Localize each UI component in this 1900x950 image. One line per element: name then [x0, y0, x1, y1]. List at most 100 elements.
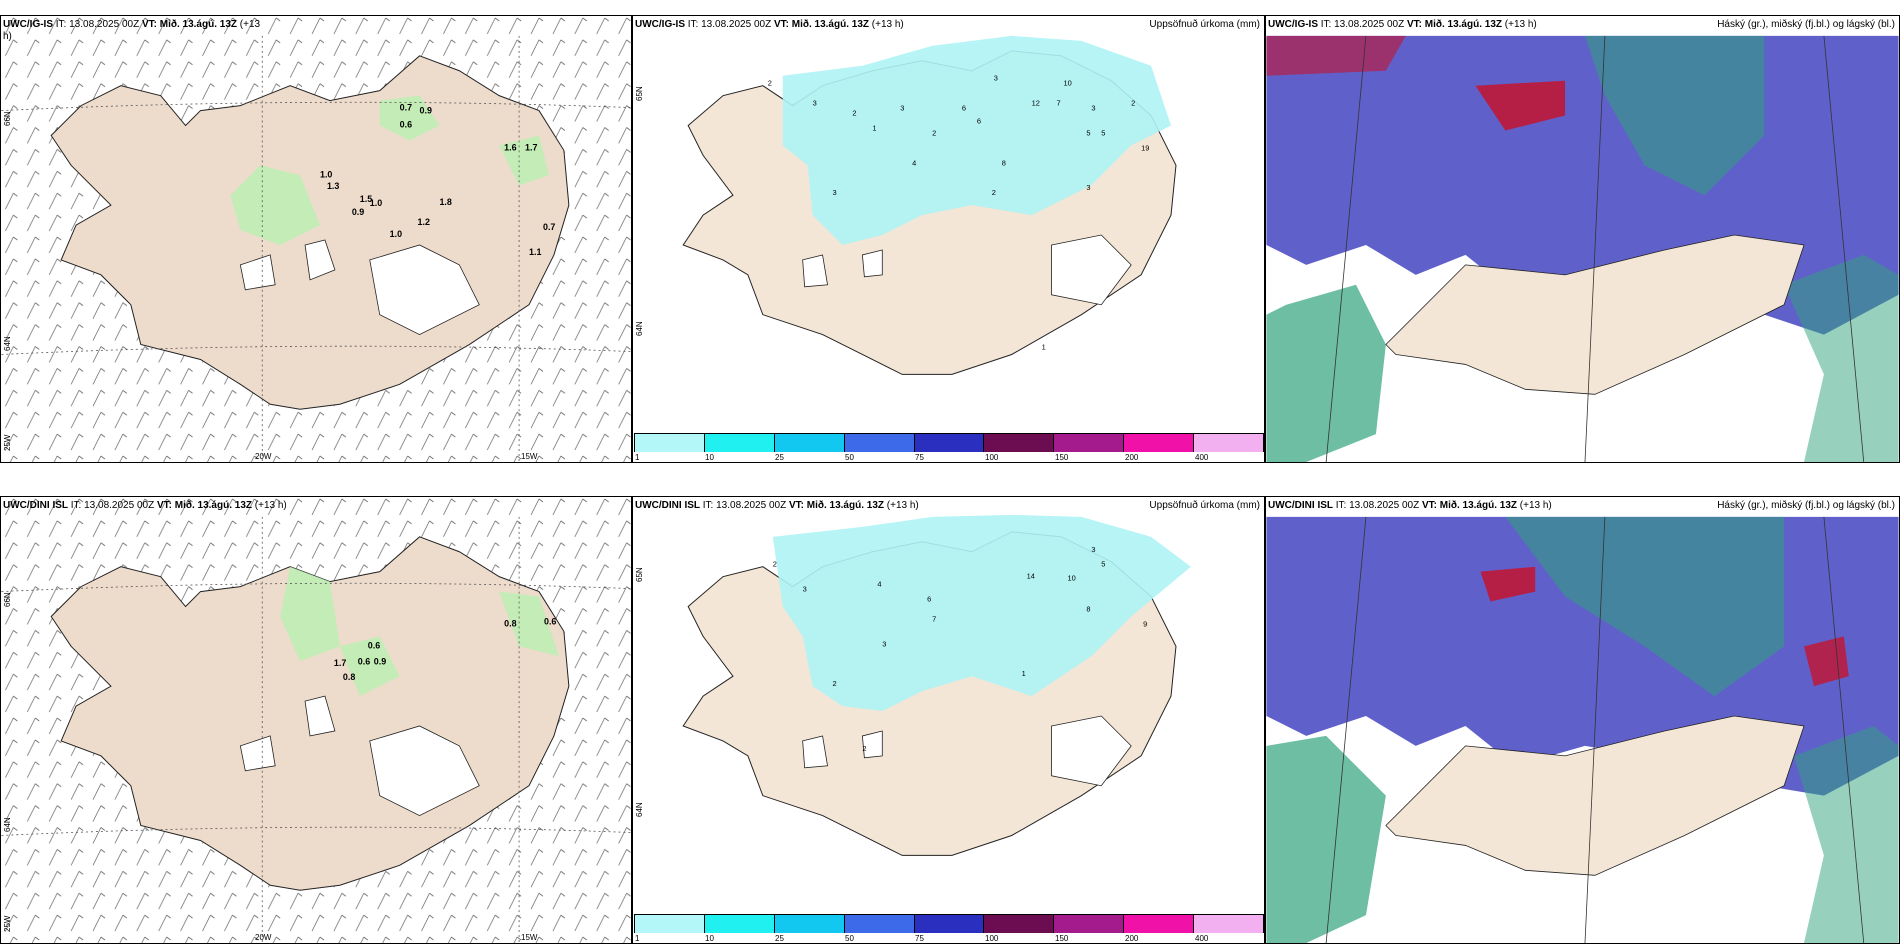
value-label: 3	[900, 104, 904, 113]
lat-label: 65N	[635, 567, 644, 582]
colorbar-segment	[1194, 434, 1264, 452]
precip-map-panel-ig-is: UWC/IG-IS IT: 13.08.2025 00Z VT: Mið. 13…	[632, 15, 1265, 463]
panel-title: UWC/IG-IS IT: 13.08.2025 00Z VT: Mið. 13…	[635, 19, 904, 30]
value-label: 0.8	[343, 672, 355, 682]
value-label: 3	[1091, 545, 1095, 554]
glacier	[1051, 234, 1132, 306]
value-label: 1	[1042, 343, 1046, 352]
value-label: 6	[962, 104, 966, 113]
value-label: 0.7	[543, 222, 555, 232]
colorbar-tick-label: 50	[845, 453, 854, 462]
colorbar-tick-label: 50	[845, 934, 854, 943]
precip-area	[772, 514, 1191, 712]
value-label: 1	[872, 123, 876, 132]
value-label: 8	[1002, 158, 1006, 167]
precip-map: 2 3 4 14 10 3 5 6 9 7 2 8 3 1 2	[682, 514, 1191, 856]
value-label: 2	[768, 79, 772, 88]
glacier	[304, 239, 336, 281]
precip-colorbar-icon	[634, 914, 1264, 933]
value-label: 3	[803, 585, 807, 594]
value-label: 7	[932, 614, 936, 623]
glacier	[802, 735, 829, 769]
colorbar-tick-label: 400	[1195, 453, 1209, 462]
value-label: 0.9	[352, 207, 364, 217]
lon-label: 15W	[521, 452, 538, 461]
colorbar-segment	[844, 434, 915, 452]
colorbar-segment	[1194, 915, 1264, 933]
precip-area	[379, 95, 440, 141]
low-cloud-area	[1266, 35, 1406, 76]
precip-area	[230, 165, 320, 245]
value-label: 1.2	[418, 217, 430, 227]
high-cloud-area	[1784, 254, 1899, 462]
value-label: 1.7	[525, 142, 537, 152]
value-label: 3	[813, 99, 817, 108]
value-label: 14	[1027, 572, 1035, 581]
colorbar-tick-label: 75	[915, 934, 924, 943]
colorbar-segment	[984, 915, 1055, 933]
lon-label: 15W	[521, 933, 538, 942]
value-label: 3	[1086, 183, 1090, 192]
precip-area	[339, 636, 400, 697]
high-cloud-area	[1266, 735, 1386, 943]
panel-subtitle: Uppsöfnuð úrkoma (mm)	[1149, 19, 1260, 30]
lat-label: 25W	[3, 915, 12, 932]
value-label: 6	[927, 595, 931, 604]
colorbar-tick-label: 25	[775, 453, 784, 462]
value-label: 1.6	[504, 142, 516, 152]
wind-map-panel-ig-is: UWC/IG-IS IT: 13.08.2025 00Z VT: Mið. 13…	[0, 15, 632, 463]
value-label: 0.8	[504, 618, 516, 628]
high-cloud-area	[1266, 284, 1386, 462]
low-cloud-area	[1480, 566, 1536, 602]
colorbar-tick-label: 100	[985, 453, 999, 462]
value-label: 10	[1063, 79, 1071, 88]
lat-label: 64N	[635, 802, 644, 817]
colorbar-segment	[774, 915, 845, 933]
colorbar-segment	[1054, 434, 1125, 452]
lat-label: 65N	[635, 86, 644, 101]
cloud-map	[1266, 497, 1899, 943]
value-label: 2	[932, 128, 936, 137]
colorbar-segment	[704, 434, 775, 452]
value-label: 3	[833, 188, 837, 197]
colorbar-tick-label: 200	[1125, 934, 1139, 943]
glacier	[861, 249, 883, 278]
value-label: 1.8	[439, 197, 451, 207]
value-label: 2	[862, 744, 866, 753]
iceland-land	[1385, 234, 1805, 395]
value-label: 2	[852, 109, 856, 118]
value-label: 5	[1101, 128, 1105, 137]
value-label: 0.6	[544, 616, 556, 626]
lat-label: 66N	[3, 111, 12, 126]
value-label: 2	[992, 188, 996, 197]
lat-label: 64N	[635, 321, 644, 336]
cloud-map-panel-ig-is: UWC/IG-IS IT: 13.08.2025 00Z VT: Mið. 13…	[1265, 15, 1900, 463]
colorbar-segment	[1124, 434, 1195, 452]
precip-map: 2 3 2 1 3 2 3 10 3 5 2 6 6 12 7 5 19 4 8…	[682, 35, 1177, 375]
lon-label: 20W	[255, 933, 272, 942]
colorbar-tick-label: 10	[705, 453, 714, 462]
value-label: 10	[1067, 574, 1075, 583]
colorbar-tick-label: 150	[1055, 934, 1069, 943]
lat-label: 64N	[3, 336, 12, 351]
low-cloud-area	[1475, 80, 1566, 131]
glacier	[304, 695, 336, 737]
colorbar-segment	[774, 434, 845, 452]
value-label: 7	[1057, 99, 1061, 108]
colorbar-tick-label: 1	[635, 453, 640, 462]
lat-label: 66N	[3, 592, 12, 607]
colorbar-tick-label: 400	[1195, 934, 1209, 943]
high-cloud-area	[1584, 35, 1765, 196]
iceland-land	[1385, 715, 1805, 876]
lat-label: 25W	[3, 434, 12, 451]
colorbar-segment	[635, 915, 705, 933]
value-label: 0.9	[420, 106, 432, 116]
panel-title: UWC/DINI ISL IT: 13.08.2025 00Z VT: Mið.…	[1268, 500, 1552, 511]
colorbar-tick-label: 1	[635, 934, 640, 943]
value-label: 0.9	[374, 656, 386, 666]
glacier	[239, 735, 276, 772]
value-label: 3	[1091, 104, 1095, 113]
low-cloud-area	[1804, 636, 1849, 687]
lat-label: 64N	[3, 817, 12, 832]
high-cloud-area	[1505, 516, 1785, 697]
